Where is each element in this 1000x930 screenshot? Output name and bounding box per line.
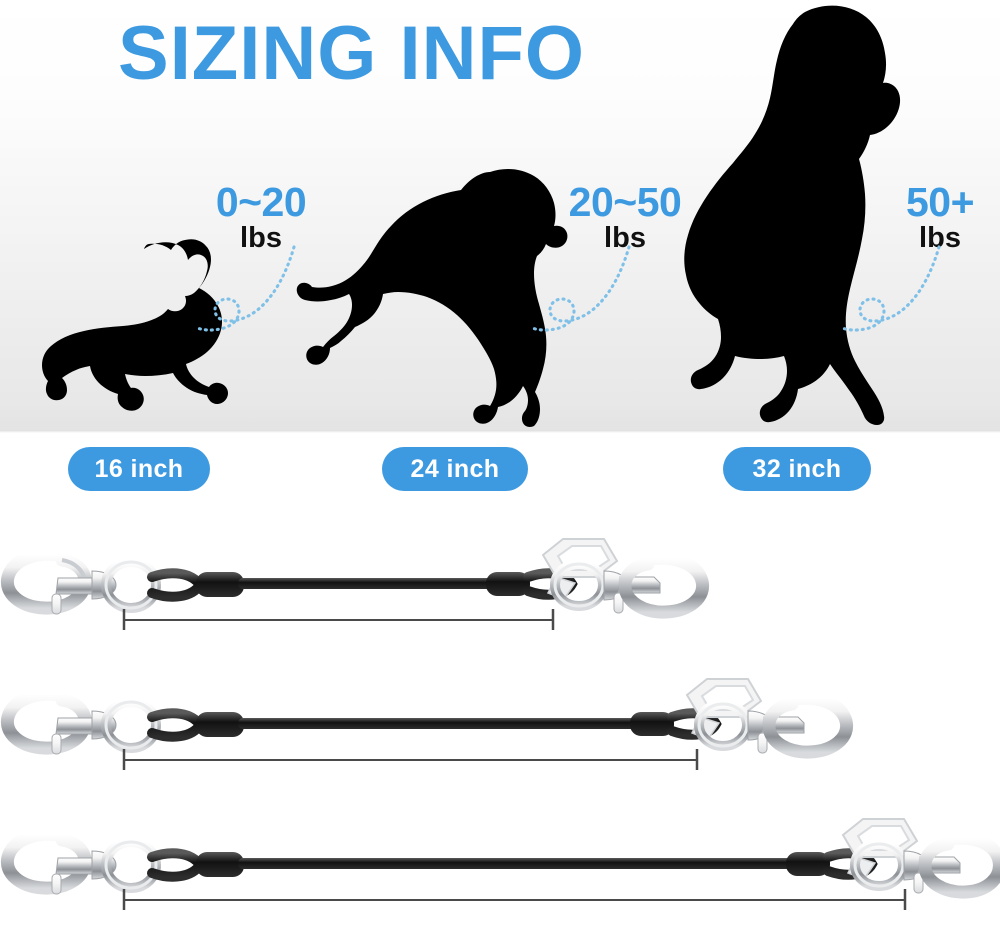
length-badge-32: 32 inch [723,447,871,491]
length-badge-16: 16 inch [68,447,210,491]
product-row-24-inch: 24 inch(60cm) [0,655,1000,785]
page-title: SIZING INFO [118,11,585,96]
weight-range-large: 50+ [905,179,975,225]
weight-range-medium: 20~50 [568,179,682,225]
dotted-pointer-large [838,243,948,338]
weight-range-small: 0~20 [215,179,307,225]
dog-size-comparison-band: SIZING INFO 0~20 lbs [0,0,1000,432]
weight-label-medium: 20~50 lbs [555,179,695,255]
band-divider [0,430,1000,433]
leash-image-16-inch [0,538,710,630]
leash-image-32-inch [0,818,1000,910]
length-badge-24: 24 inch [382,447,528,491]
leash-image-24-inch [0,678,854,770]
silhouette-large-dog [655,4,955,428]
dotted-pointer-small [193,243,303,338]
dotted-pointer-medium [528,243,638,338]
silhouette-medium-dog [294,166,579,428]
weight-label-small: 0~20 lbs [196,179,326,255]
product-row-32-inch: 32 inch(80cm) [0,795,1000,925]
weight-unit-medium: lbs [604,222,646,254]
weight-unit-small: lbs [240,222,282,254]
silhouette-small-puppy [18,238,254,423]
weight-label-large: 50+ lbs [880,179,1000,255]
product-row-16-inch: 16 inch(40cm) [0,515,1000,645]
